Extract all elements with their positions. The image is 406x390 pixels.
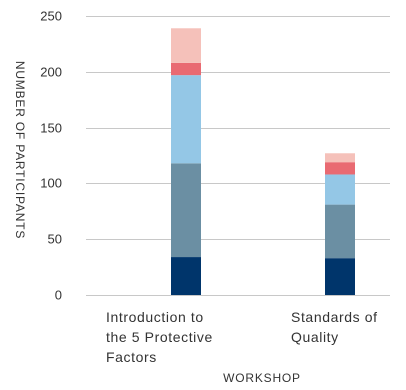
bar-segment-cat0-series2 [171, 75, 201, 164]
x-tick-label-line: Quality [291, 329, 339, 345]
y-tick-label: 100 [40, 176, 62, 191]
x-tick-label: Introduction to the 5 Protective Factors [106, 309, 213, 365]
gridlines [86, 16, 390, 296]
y-tick-label: 250 [40, 9, 62, 24]
bars [171, 28, 355, 295]
bar-segment-cat1-series0 [325, 258, 355, 295]
x-tick-label-line: Introduction to [106, 309, 204, 325]
y-tick-label: 0 [55, 288, 62, 303]
bar-segment-cat1-series3 [325, 162, 355, 175]
x-tick-labels: Introduction to the 5 Protective Factors St… [106, 309, 378, 365]
bar-segment-cat0-series4 [171, 28, 201, 63]
bar-segment-cat0-series1 [171, 163, 201, 258]
y-tick-label: 200 [40, 65, 62, 80]
x-tick-label-line: the 5 Protective [106, 329, 213, 345]
bar-segment-cat1-series2 [325, 174, 355, 205]
bar-segment-cat0-series0 [171, 257, 201, 295]
y-axis-label: NUMBER OF PARTICIPANTS [13, 61, 27, 239]
bar-segment-cat1-series4 [325, 153, 355, 163]
x-tick-label-line: Standards of [291, 309, 378, 325]
y-tick-label: 150 [40, 121, 62, 136]
bar-segment-cat0-series3 [171, 62, 201, 76]
y-tick-label: 50 [48, 232, 62, 247]
bar-segment-cat1-series1 [325, 204, 355, 259]
x-tick-label-line: Factors [106, 349, 157, 365]
y-tick-labels: 0 50 100 150 200 250 [40, 9, 62, 303]
x-tick-label: Standards of Quality [291, 309, 378, 345]
x-axis-label: WORKSHOP [223, 371, 301, 385]
